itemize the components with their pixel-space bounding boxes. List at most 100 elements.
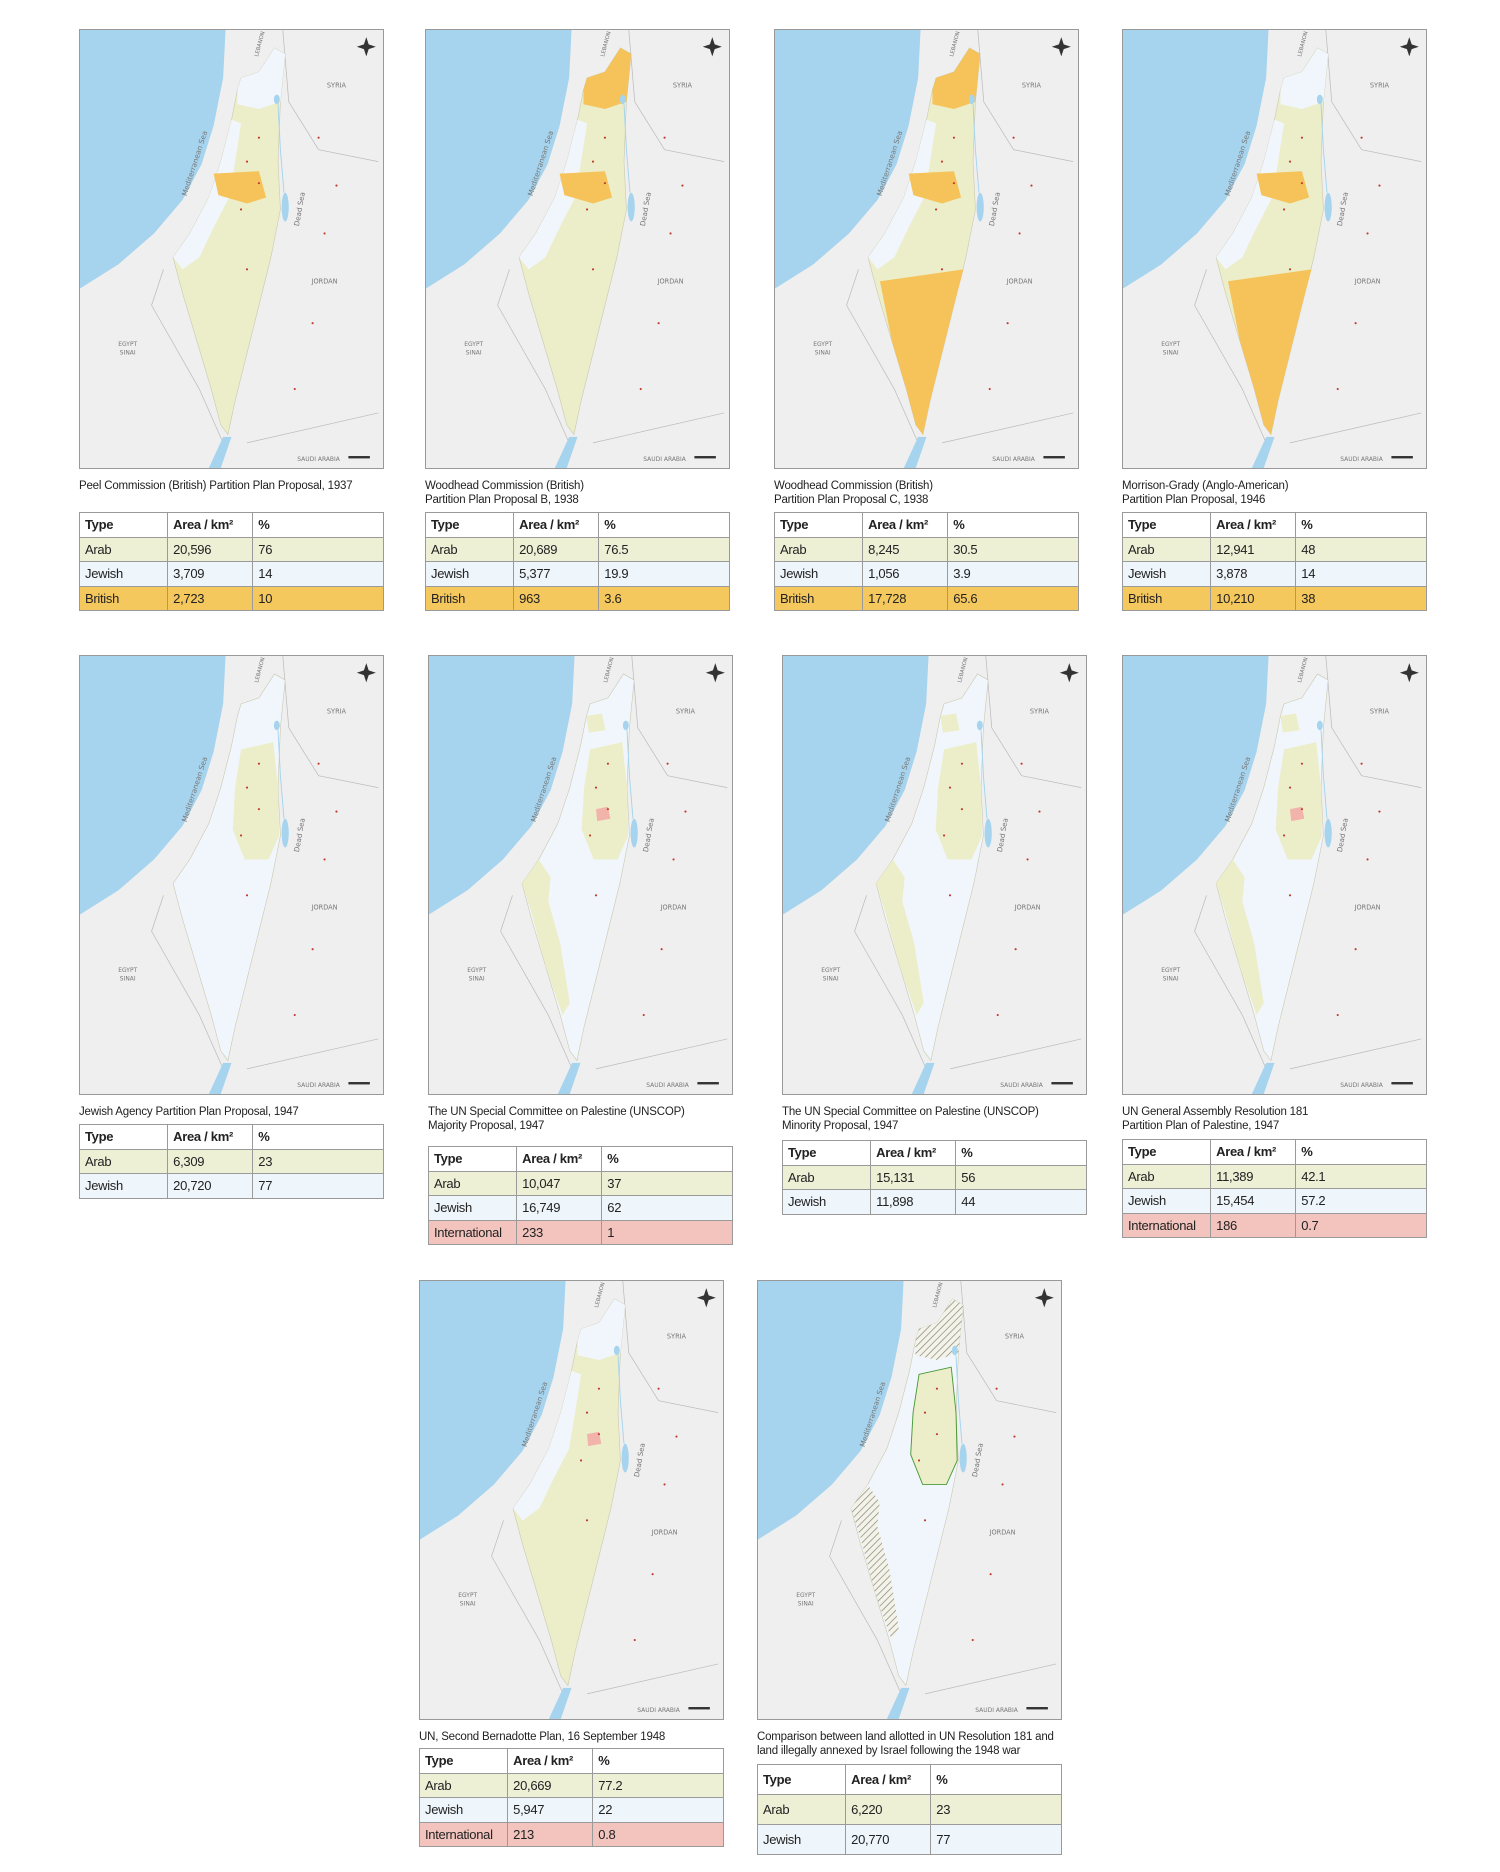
header-row: Type Area / km²% xyxy=(418,1748,724,1774)
cell-type: Arab xyxy=(781,1164,872,1191)
city-dot xyxy=(323,232,326,235)
region xyxy=(935,742,983,860)
border xyxy=(829,1520,902,1695)
cell-type: Jewish xyxy=(1121,561,1212,587)
table-row: Arab 6,220 23 xyxy=(756,1794,1062,1825)
map-label: SAUDI ARABIA xyxy=(637,1707,680,1714)
map-label: EGYPT xyxy=(796,1592,815,1599)
table-row: Arab 6,309 23 xyxy=(78,1148,384,1175)
border xyxy=(500,895,573,1070)
cell-percent: 14 xyxy=(252,561,384,587)
city-dot xyxy=(684,810,687,813)
border xyxy=(282,30,379,162)
city-dot xyxy=(257,182,261,185)
city-dot xyxy=(335,184,338,187)
header-cell: % xyxy=(601,1146,733,1172)
cell-area: 20,669 xyxy=(507,1772,594,1799)
compass xyxy=(356,663,376,683)
river xyxy=(277,730,285,819)
region xyxy=(587,1431,602,1447)
city-dot xyxy=(952,182,956,185)
header-row: Type Area / km²% xyxy=(1121,1139,1427,1165)
city-dot xyxy=(606,808,610,811)
map-label: SYRIA xyxy=(667,1332,687,1340)
cell-percent: 19.9 xyxy=(598,561,730,587)
table-row: Arab 8,245 30.5 xyxy=(773,536,1079,563)
caption: Comparison between land allotted in UN R… xyxy=(757,1731,1054,1757)
city-dot xyxy=(934,208,938,211)
map-label: JORDAN xyxy=(311,904,338,912)
cell-area: 20,770 xyxy=(845,1824,932,1855)
cell-area: 10,047 xyxy=(516,1170,603,1197)
sea xyxy=(1123,656,1269,915)
map-label: EGYPT xyxy=(1161,341,1180,348)
map-label: SINAI xyxy=(120,975,136,982)
map-label: SINAI xyxy=(815,349,831,356)
table-row: International 186 0.7 xyxy=(1121,1212,1427,1239)
region xyxy=(915,1298,964,1360)
cell-percent: 37 xyxy=(601,1170,733,1197)
table-row: Jewish 3,878 14 xyxy=(1121,561,1427,587)
city-dot xyxy=(603,136,607,139)
map-label: SINAI xyxy=(120,349,136,356)
city-dot xyxy=(1288,268,1292,271)
cell-percent: 0.8 xyxy=(592,1821,724,1848)
lake xyxy=(273,720,280,731)
header-cell: % xyxy=(1295,512,1427,538)
city-dot xyxy=(1020,762,1023,765)
cell-area: 15,454 xyxy=(1210,1188,1297,1214)
city-dot xyxy=(245,894,249,897)
map-label: SYRIA xyxy=(673,81,693,89)
city-dot xyxy=(239,208,243,211)
cell-percent: 77 xyxy=(252,1173,384,1199)
area-table: Type Area / km²% Arab 8,245 30.5 Jewish 1,056 3… xyxy=(773,512,1079,612)
header-cell: Type xyxy=(756,1764,847,1795)
compass xyxy=(1051,37,1071,57)
cell-type: Jewish xyxy=(424,561,515,587)
map-label: EGYPT xyxy=(813,341,832,348)
border xyxy=(586,1663,719,1695)
table-row: Arab 20,669 77.2 xyxy=(418,1772,724,1799)
city-dot xyxy=(1300,808,1304,811)
compass xyxy=(1399,663,1419,683)
map-label: JORDAN xyxy=(657,278,684,286)
border xyxy=(497,269,570,444)
map-label: EGYPT xyxy=(118,967,137,974)
cell-type: Jewish xyxy=(78,1173,169,1199)
cell-percent: 77 xyxy=(930,1824,1062,1855)
cell-type: British xyxy=(1121,585,1212,612)
city-dot xyxy=(257,762,261,765)
city-dot xyxy=(935,1433,939,1436)
cell-area: 11,389 xyxy=(1210,1163,1297,1190)
map-label: SINAI xyxy=(469,975,485,982)
table-row: British 963 3.6 xyxy=(424,585,730,612)
cell-area: 12,941 xyxy=(1210,536,1297,563)
sea xyxy=(426,30,572,289)
city-dot xyxy=(585,1519,589,1522)
sea xyxy=(1123,30,1269,289)
city-dot xyxy=(1300,136,1304,139)
table-row: British 2,723 10 xyxy=(78,585,384,612)
header-cell: % xyxy=(252,1124,384,1150)
cell-percent: 56 xyxy=(955,1164,1087,1191)
city-dot xyxy=(948,786,952,789)
dead-sea xyxy=(630,818,638,848)
city-dot xyxy=(988,387,991,391)
map-label: SINAI xyxy=(1163,349,1179,356)
dead-sea xyxy=(1324,818,1332,848)
gulf xyxy=(548,1687,572,1719)
region xyxy=(868,119,937,270)
river xyxy=(955,1355,963,1444)
table-row: International 233 1 xyxy=(427,1219,733,1246)
gulf xyxy=(911,1062,935,1094)
cell-type: Arab xyxy=(78,536,169,563)
cell-area: 11,898 xyxy=(870,1189,957,1215)
cell-type: Arab xyxy=(773,536,864,563)
sea xyxy=(80,656,226,915)
cell-percent: 3.9 xyxy=(947,561,1079,587)
region xyxy=(1216,119,1285,270)
cell-percent: 77.2 xyxy=(592,1772,724,1799)
city-dot xyxy=(663,136,666,139)
